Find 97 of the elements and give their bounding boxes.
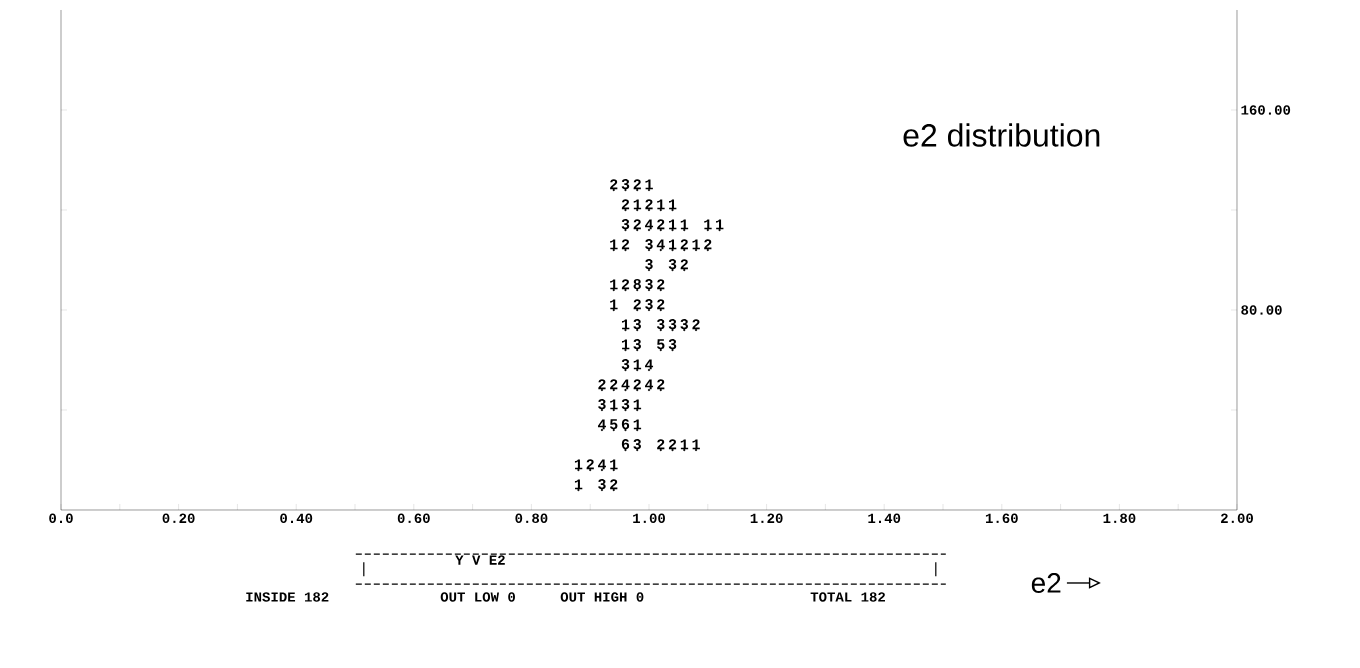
annotation: 1 (633, 419, 642, 430)
x-tick-label: 0.80 (515, 513, 548, 524)
annotation: 3 (668, 319, 677, 330)
annotation: 2 (657, 219, 665, 230)
annotation: 3 (645, 299, 653, 310)
x-tick-label: 0.20 (162, 513, 195, 524)
annotation: 2 (657, 279, 665, 290)
annotation: 2 (680, 239, 688, 250)
annotation: 1 (692, 239, 700, 250)
annotation: 2 (610, 179, 618, 190)
annotation: 2 (621, 199, 630, 210)
annotation: 2 (586, 459, 594, 470)
annotation: 2 (645, 199, 653, 210)
text: OUT HIGH 0 (560, 592, 644, 602)
annotation: 1 (645, 179, 653, 190)
annotation: 1 (610, 299, 618, 310)
annotation: 3 (656, 319, 665, 330)
annotation: 4 (645, 359, 654, 370)
x-tick-label: 1.60 (985, 513, 1018, 524)
annotation: 3 (680, 319, 689, 330)
y-tick-label: 160.00 (1241, 105, 1291, 115)
annotation: 1 (669, 239, 677, 250)
annotation: 1 (610, 399, 618, 410)
annotation: 2 (633, 379, 641, 390)
text: TOTAL 182 (810, 592, 885, 602)
annotation: 2 (621, 279, 630, 290)
annotation: 3 (621, 179, 630, 190)
annotation: 3 (645, 259, 653, 270)
annotation: 1 (633, 399, 642, 410)
annotation: 1 (574, 479, 583, 490)
x-tick-label: 1.20 (750, 513, 783, 524)
annotation: 4 (656, 239, 665, 250)
annotation: 1 (692, 439, 700, 450)
annotation: 1 (633, 359, 642, 370)
text: INSIDE 182 (246, 592, 329, 602)
annotation: 4 (645, 379, 654, 390)
annotation: 6 (621, 439, 630, 450)
annotation: 5 (609, 419, 618, 430)
annotation: 1 (574, 459, 583, 470)
annotation: 3 (598, 399, 606, 410)
annotation: 2 (610, 479, 618, 490)
annotation: 6 (621, 419, 630, 430)
annotation: 2 (598, 379, 606, 390)
annotation: 1 (610, 279, 618, 290)
x-tick-label: 0.40 (280, 513, 313, 524)
annotation: 1 (680, 219, 689, 230)
annotation: 1 (610, 459, 618, 470)
annotation: 4 (645, 219, 654, 230)
annotation: 1 (704, 219, 712, 230)
annotation: 4 (621, 379, 630, 390)
annotation: 3 (668, 339, 677, 350)
annotation: 3 (598, 479, 606, 490)
annotation: 2 (633, 299, 641, 310)
x-tick-label: 1.40 (868, 513, 901, 524)
annotation: 2 (692, 319, 700, 330)
text: e2 distribution (903, 123, 1100, 147)
x-tick-label: 0.0 (49, 513, 73, 524)
annotation: 5 (657, 339, 665, 350)
annotation: 1 (680, 439, 689, 450)
annotation: 3 (633, 339, 641, 350)
annotation: 4 (597, 459, 607, 470)
annotation: 1 (669, 199, 677, 210)
annotation: 2 (621, 239, 630, 250)
annotation: 3 (621, 219, 630, 230)
annotation: 2 (704, 239, 712, 250)
annotation: 2 (657, 299, 665, 310)
x-axis-title: e2 (1031, 573, 1061, 593)
annotation: 2 (610, 379, 618, 390)
annotation: 3 (621, 399, 630, 410)
annotation: 2 (633, 219, 641, 230)
annotation: 3 (621, 359, 630, 370)
y-tick-label: 80.00 (1241, 305, 1282, 315)
annotation: 3 (645, 239, 653, 250)
annotation: 1 (657, 199, 665, 210)
annotation: 1 (610, 239, 618, 250)
x-tick-label: 1.80 (1103, 513, 1136, 524)
annotation: 8 (633, 279, 641, 290)
annotation: 2 (680, 259, 688, 270)
text: Y V E2 (455, 555, 505, 565)
annotation: 4 (597, 419, 607, 430)
x-tick-label: 2.00 (1221, 513, 1253, 524)
annotation: 2 (657, 379, 665, 390)
annotation: 1 (716, 219, 724, 230)
annotation: 2 (668, 439, 677, 450)
annotation: 2 (657, 439, 665, 450)
annotation: 3 (668, 259, 677, 270)
annotation: 1 (669, 219, 677, 230)
annotation: 1 (621, 319, 630, 330)
annotation: 2 (633, 179, 641, 190)
x-tick-label: 1.00 (633, 513, 665, 524)
annotation: 3 (645, 279, 653, 290)
annotation: 3 (633, 319, 641, 330)
text: OUT LOW 0 (440, 592, 515, 602)
annotation: 1 (633, 199, 642, 210)
x-tick-label: 0.60 (397, 513, 430, 524)
annotation: 3 (633, 439, 641, 450)
annotation: 1 (621, 339, 630, 350)
